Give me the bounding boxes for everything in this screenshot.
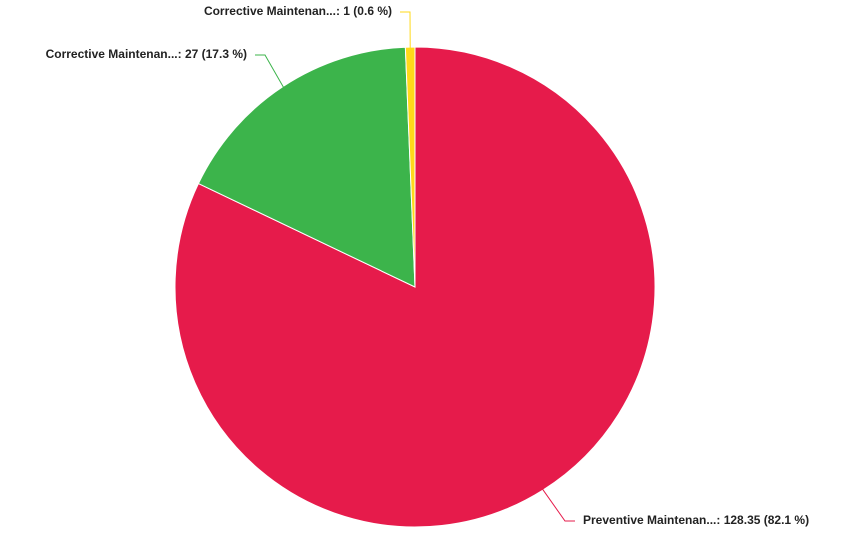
slice-label: Preventive Maintenan...: 128.35 (82.1 %) (583, 513, 809, 527)
leader-line (400, 11, 411, 50)
leader-line (255, 54, 285, 89)
slice-label: Corrective Maintenan...: 1 (0.6 %) (204, 4, 392, 18)
leader-line (541, 488, 575, 522)
slice-label: Corrective Maintenan...: 27 (17.3 %) (46, 47, 247, 61)
